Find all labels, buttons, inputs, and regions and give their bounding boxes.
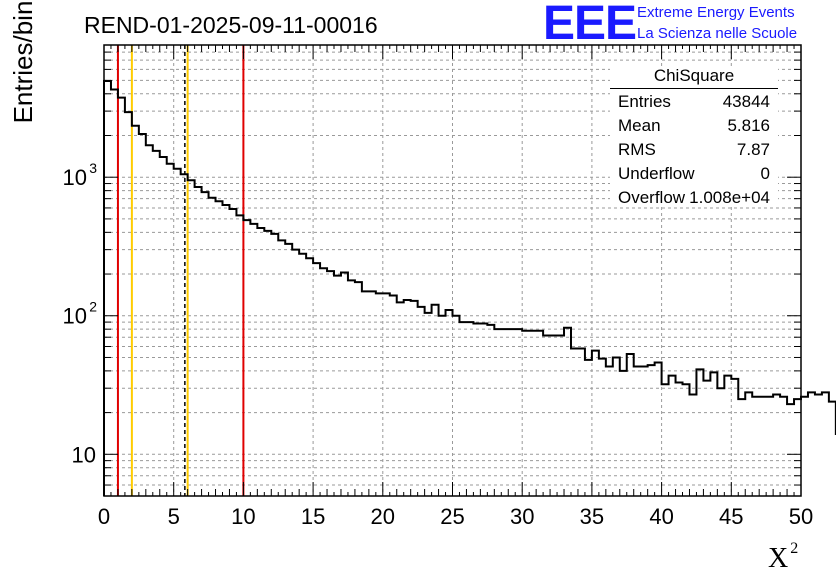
x-tick-label: 25: [440, 504, 464, 529]
x-tick-label: 5: [168, 504, 180, 529]
stat-name: RMS: [618, 140, 656, 159]
logo-line-2: La Scienza nelle Scuole: [637, 25, 798, 42]
x-tick-label: 0: [98, 504, 110, 529]
y-tick-label: 10: [72, 442, 96, 467]
x-axis-label-main: X: [768, 543, 789, 574]
stat-value: 5.816: [727, 116, 770, 135]
x-tick-label: 30: [510, 504, 534, 529]
y-tick-exponent: 2: [89, 299, 97, 315]
eee-logo: EEE: [543, 0, 637, 50]
histogram-line: [103, 79, 836, 496]
x-tick-label: 45: [719, 504, 743, 529]
y-tick-exponent: 3: [89, 160, 97, 176]
x-tick-label: 15: [301, 504, 325, 529]
stats-divider: [610, 88, 778, 89]
x-tick-label: 10: [231, 504, 255, 529]
x-tick-label: 50: [789, 504, 813, 529]
logo-line-1: Extreme Energy Events: [637, 4, 795, 21]
stat-value: 0: [760, 164, 770, 183]
x-tick-label: 20: [371, 504, 395, 529]
x-tick-label: 35: [580, 504, 604, 529]
stat-row-mean: Mean 5.816: [618, 116, 770, 140]
stat-row-rms: RMS 7.87: [618, 140, 770, 164]
y-tick-label: 10: [63, 165, 87, 190]
stat-value: 43844: [722, 92, 770, 111]
chart-title: REND-01-2025-09-11-00016: [84, 12, 378, 38]
stat-row-entries: Entries 43844: [618, 92, 770, 116]
stat-value: 1.008e+04: [689, 188, 770, 207]
stats-box: ChiSquare Entries 43844 Mean 5.816 RMS 7…: [610, 66, 778, 207]
stat-row-overflow: Overflow 1.008e+04: [618, 188, 770, 212]
stats-title: ChiSquare: [653, 66, 735, 85]
stat-row-underflow: Underflow 0: [618, 164, 770, 188]
stat-value: 7.87: [736, 140, 770, 159]
x-tick-label: 40: [649, 504, 673, 529]
stat-name: Underflow: [618, 164, 695, 183]
x-axis-label-superscript: 2: [790, 540, 799, 557]
stat-name: Entries: [618, 92, 671, 111]
stat-name: Overflow: [618, 188, 686, 207]
y-tick-label: 10: [63, 304, 87, 329]
stat-name: Mean: [618, 116, 661, 135]
